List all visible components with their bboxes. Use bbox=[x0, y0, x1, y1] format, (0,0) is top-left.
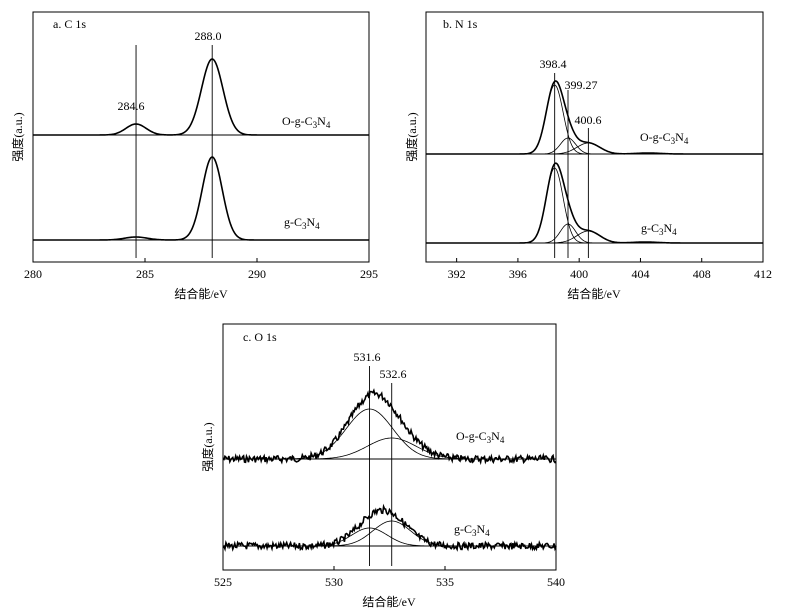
series-label-prefix: O-g-C bbox=[282, 114, 313, 128]
series-label-prefix: g-C bbox=[641, 221, 659, 235]
series-label-mid: N bbox=[664, 221, 673, 235]
panel-c-series-label-g-c3n4: g-C3N4 bbox=[454, 522, 490, 538]
panel-c-plot-frame bbox=[222, 323, 557, 571]
peak-marker-label: 398.4 bbox=[540, 57, 567, 71]
panel-c-ticks: 525 530 535 540 bbox=[214, 566, 565, 589]
series-label-sub: 4 bbox=[485, 528, 490, 538]
panel-c-series-label-o-g-c3n4: O-g-C3N4 bbox=[456, 429, 505, 445]
fit-component-curve bbox=[426, 223, 763, 244]
panel-a-title: a. C 1s bbox=[53, 17, 86, 31]
series-label-sub: 3 bbox=[313, 120, 318, 130]
fit-component-curve bbox=[223, 437, 556, 460]
panel-c-curves bbox=[222, 388, 557, 552]
series-label-sub: 3 bbox=[487, 435, 492, 445]
fit-component-curve bbox=[223, 408, 556, 460]
series-label-prefix: O-g-C bbox=[640, 130, 671, 144]
x-tick-label: 412 bbox=[754, 267, 772, 281]
panel-b-ticks: 392 396 400 404 408 412 bbox=[448, 258, 772, 281]
panel-a-series-label-o-g-c3n4: O-g-C3N4 bbox=[282, 114, 331, 130]
panel-b-ylabel: 强度(a.u.) bbox=[404, 112, 419, 161]
panel-c-xlabel: 结合能/eV bbox=[362, 594, 416, 609]
x-tick-label: 280 bbox=[24, 267, 42, 281]
panel-b-plot-frame bbox=[425, 11, 764, 263]
peak-marker-label: 400.6 bbox=[575, 113, 602, 127]
x-tick-label: 408 bbox=[693, 267, 711, 281]
peak-marker-label: 399.27 bbox=[565, 78, 598, 92]
panel-b-series-label-g-c3n4: g-C3N4 bbox=[641, 221, 677, 237]
panel-a-c1s: a. C 1s 结合能/eV 强度(a.u.) 280 285 290 295 284… bbox=[10, 11, 378, 301]
series-label-mid: N bbox=[317, 114, 326, 128]
x-tick-label: 404 bbox=[631, 267, 649, 281]
panel-a-curves bbox=[33, 58, 369, 241]
panel-a-xlabel: 结合能/eV bbox=[174, 286, 228, 301]
x-tick-label: 295 bbox=[360, 267, 378, 281]
x-tick-label: 535 bbox=[436, 575, 454, 589]
panel-b-series-label-o-g-c3n4: O-g-C3N4 bbox=[640, 130, 689, 146]
series-label-sub: 4 bbox=[500, 435, 505, 445]
panel-a-series-label-g-c3n4: g-C3N4 bbox=[284, 215, 320, 231]
spectrum-envelope-curve bbox=[33, 156, 369, 241]
series-label-sub: 3 bbox=[302, 221, 307, 231]
panel-a-ticks: 280 285 290 295 bbox=[24, 258, 378, 281]
peak-marker-label: 288.0 bbox=[195, 29, 222, 43]
peak-marker-label: 531.6 bbox=[354, 350, 381, 364]
series-label-sub: 3 bbox=[659, 227, 664, 237]
fit-component-curve bbox=[426, 137, 763, 155]
panel-b-xlabel: 结合能/eV bbox=[567, 286, 621, 301]
series-label-mid: N bbox=[307, 215, 316, 229]
peak-marker-label: 284.6 bbox=[118, 99, 145, 113]
series-label-sub: 4 bbox=[672, 227, 677, 237]
panel-b-peak-markers: 398.4 399.27 400.6 bbox=[540, 57, 602, 258]
panel-c-peak-markers: 531.6 532.6 bbox=[354, 350, 407, 566]
x-tick-label: 525 bbox=[214, 575, 232, 589]
x-tick-label: 400 bbox=[570, 267, 588, 281]
panel-a-peak-markers: 284.6 288.0 bbox=[118, 29, 222, 258]
x-tick-label: 540 bbox=[547, 575, 565, 589]
series-label-sub: 3 bbox=[671, 136, 676, 146]
series-label-sub: 4 bbox=[326, 120, 331, 130]
x-tick-label: 290 bbox=[248, 267, 266, 281]
spectrum-envelope-curve bbox=[426, 162, 763, 244]
panel-a-plot-frame bbox=[32, 11, 370, 263]
series-label-mid: N bbox=[477, 522, 486, 536]
series-label-sub: 3 bbox=[472, 528, 477, 538]
series-label-prefix: g-C bbox=[284, 215, 302, 229]
panel-b-n1s: b. N 1s 结合能/eV 强度(a.u.) 392 396 400 404 408 4… bbox=[404, 11, 772, 301]
x-tick-label: 396 bbox=[509, 267, 527, 281]
panel-b-curves bbox=[426, 80, 763, 244]
series-label-prefix: O-g-C bbox=[456, 429, 487, 443]
x-tick-label: 392 bbox=[448, 267, 466, 281]
spectrum-envelope-curve bbox=[426, 80, 763, 155]
x-tick-label: 530 bbox=[325, 575, 343, 589]
spectrum-envelope-curve bbox=[33, 58, 369, 136]
series-label-sub: 4 bbox=[684, 136, 689, 146]
spectrum-envelope-curve bbox=[222, 388, 557, 466]
panel-c-title: c. O 1s bbox=[243, 330, 277, 344]
panel-c-ylabel: 强度(a.u.) bbox=[200, 422, 215, 471]
panel-c-o1s: c. O 1s 结合能/eV 强度(a.u.) 525 530 535 540 531… bbox=[200, 323, 565, 609]
panel-a-ylabel: 强度(a.u.) bbox=[10, 112, 25, 161]
series-label-mid: N bbox=[675, 130, 684, 144]
spectrum-envelope-curve bbox=[222, 503, 557, 552]
series-label-mid: N bbox=[491, 429, 500, 443]
panel-b-title: b. N 1s bbox=[443, 17, 478, 31]
peak-marker-label: 532.6 bbox=[380, 367, 407, 381]
series-label-sub: 4 bbox=[315, 221, 320, 231]
x-tick-label: 285 bbox=[136, 267, 154, 281]
series-label-prefix: g-C bbox=[454, 522, 472, 536]
